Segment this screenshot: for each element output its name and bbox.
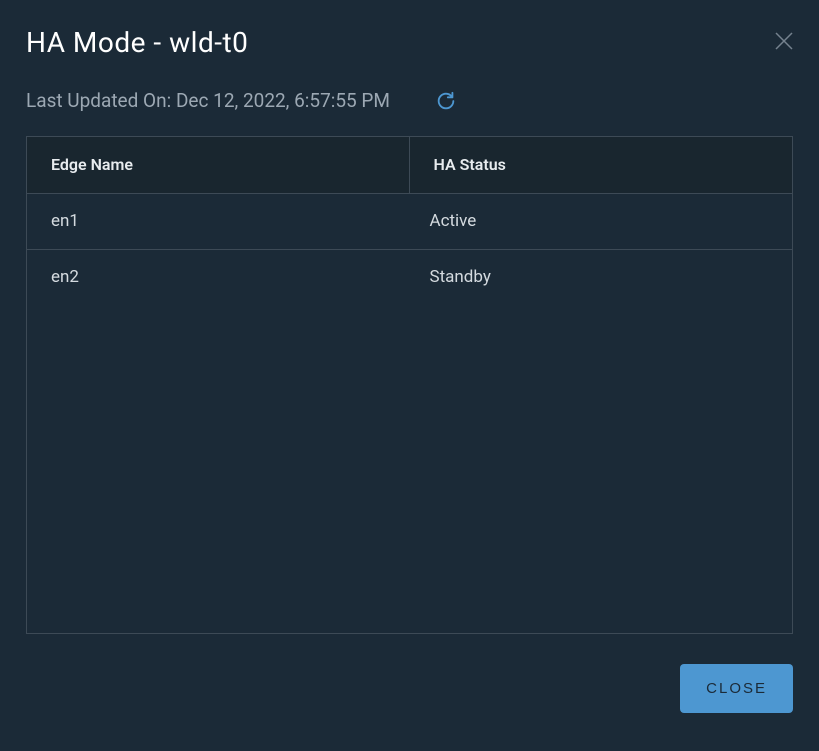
modal-title: HA Mode - wld-t0 <box>26 26 248 59</box>
cell-edge-name: en1 <box>27 194 410 249</box>
table-header: Edge Name HA Status <box>27 137 792 193</box>
cell-edge-name: en2 <box>27 250 410 305</box>
refresh-icon[interactable] <box>435 90 457 112</box>
last-updated-text: Last Updated On: Dec 12, 2022, 6:57:55 P… <box>26 89 390 112</box>
column-header-ha-status: HA Status <box>410 137 793 193</box>
last-updated-label: Last Updated On: <box>26 89 171 112</box>
column-header-edge-name: Edge Name <box>27 137 410 193</box>
table-row: en1 Active <box>27 193 792 249</box>
cell-ha-status: Active <box>410 194 793 249</box>
close-icon[interactable] <box>775 32 793 50</box>
cell-ha-status: Standby <box>410 250 793 305</box>
close-button[interactable]: CLOSE <box>680 664 793 713</box>
ha-status-table: Edge Name HA Status en1 Active en2 Stand… <box>26 136 793 634</box>
table-row: en2 Standby <box>27 249 792 305</box>
last-updated-value: Dec 12, 2022, 6:57:55 PM <box>176 89 390 112</box>
